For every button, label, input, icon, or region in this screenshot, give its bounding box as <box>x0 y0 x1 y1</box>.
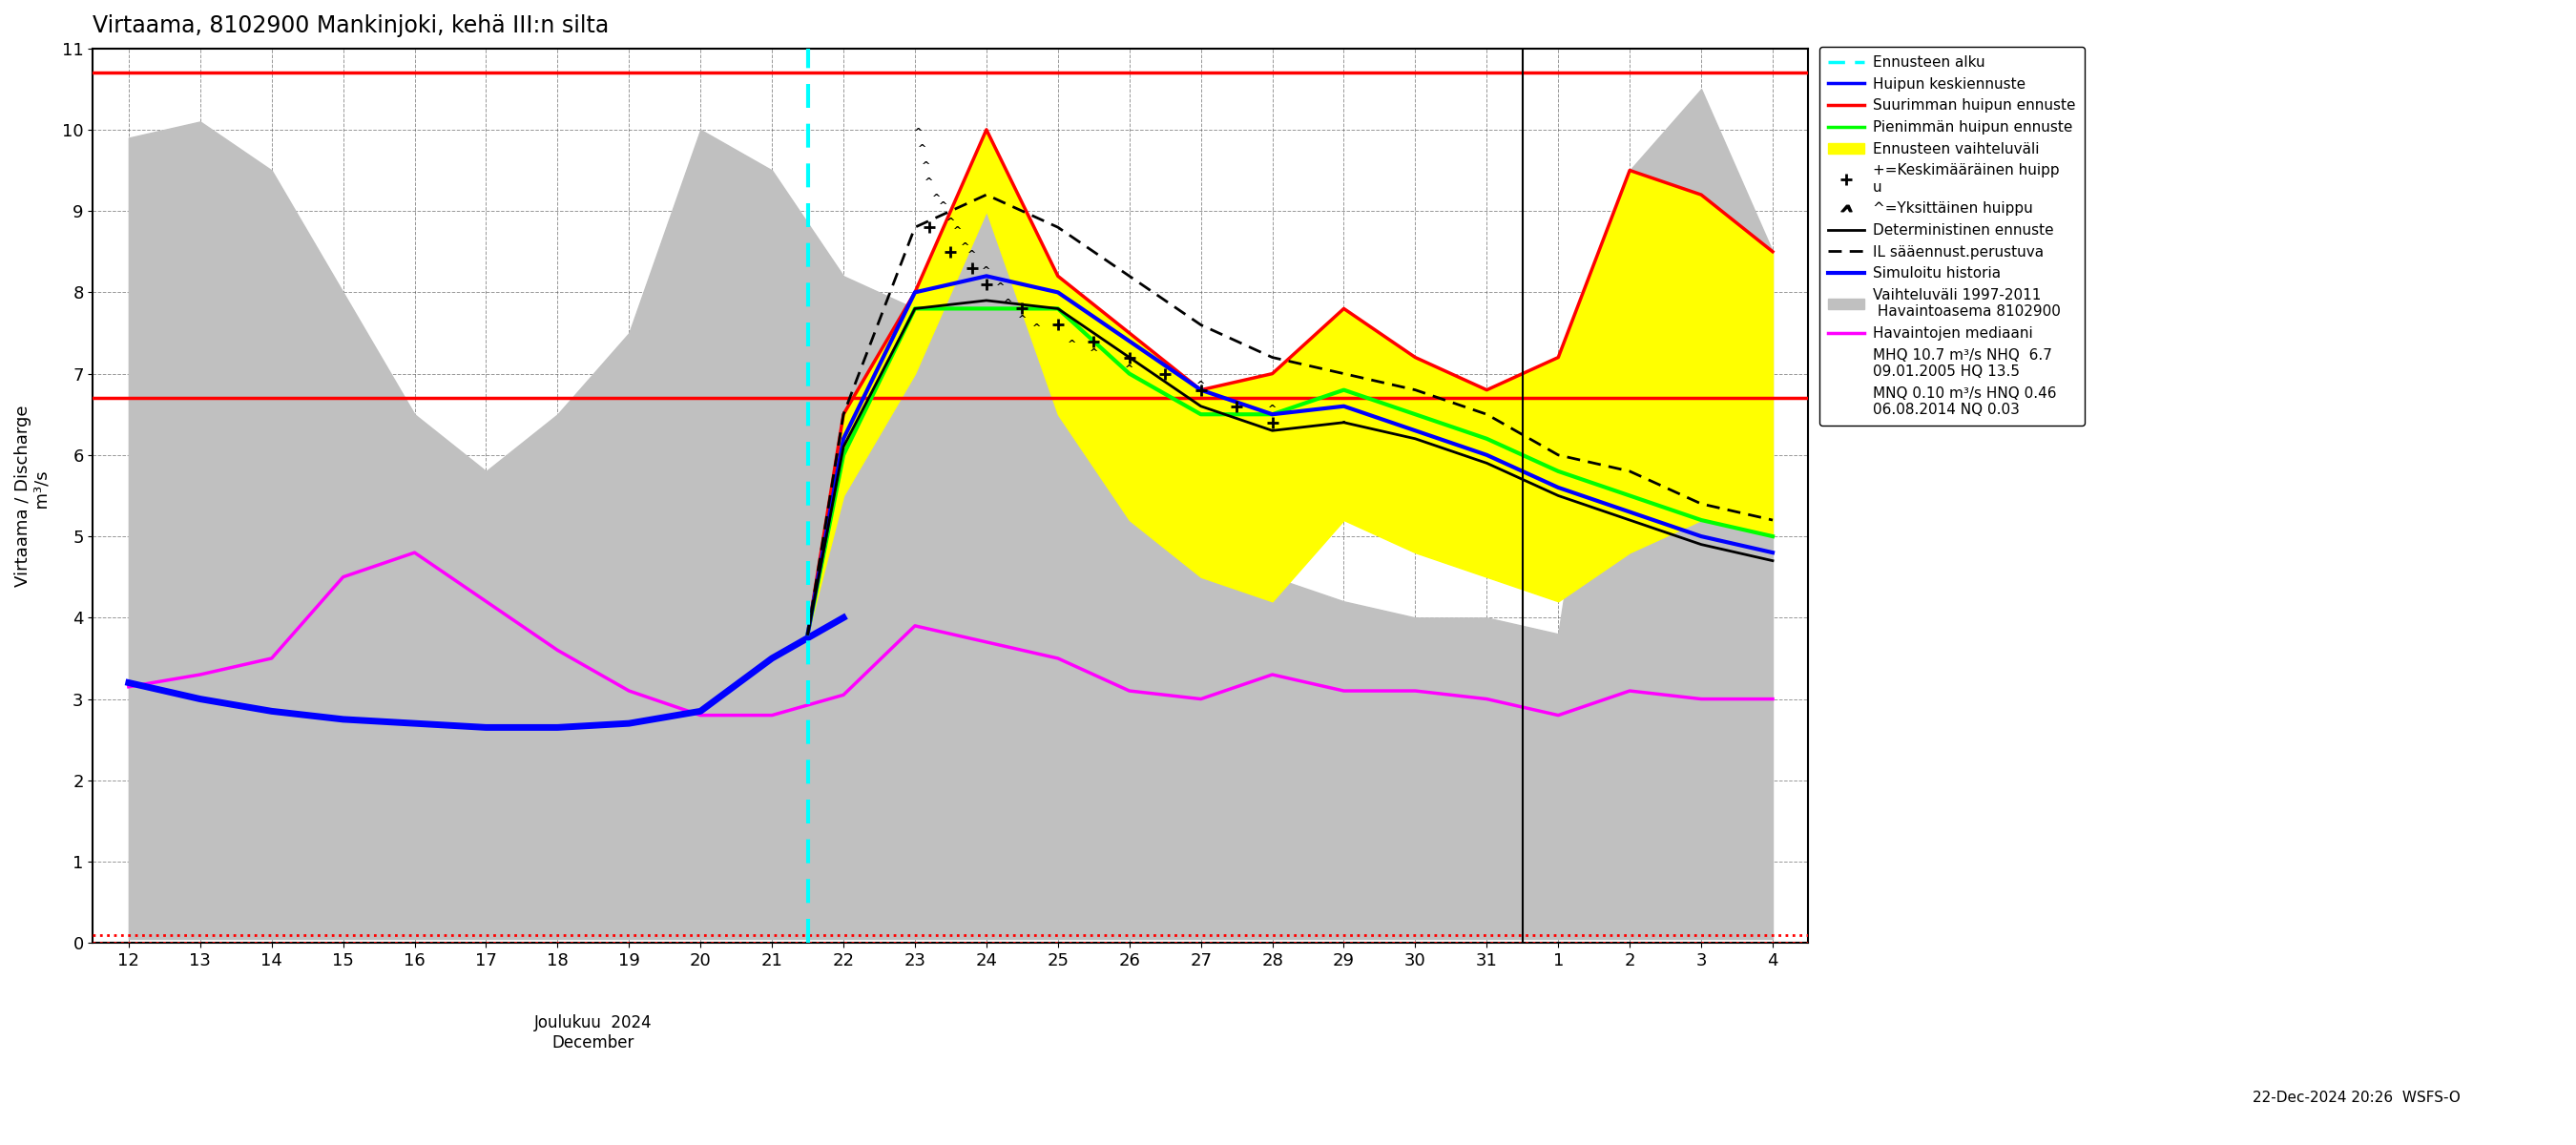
Text: ^: ^ <box>953 226 963 236</box>
Text: ^: ^ <box>945 218 956 227</box>
Text: ^: ^ <box>1195 380 1206 390</box>
Text: ^: ^ <box>1090 348 1097 357</box>
Text: ^: ^ <box>925 177 933 187</box>
Text: ^: ^ <box>1066 340 1077 349</box>
Text: ^: ^ <box>1340 421 1347 431</box>
Text: ^: ^ <box>1033 323 1041 333</box>
Text: ^: ^ <box>961 242 969 252</box>
Text: ^: ^ <box>969 251 976 260</box>
Text: Joulukuu  2024
December: Joulukuu 2024 December <box>533 1014 652 1051</box>
Text: Virtaama, 8102900 Mankinjoki, kehä III:n silta: Virtaama, 8102900 Mankinjoki, kehä III:n… <box>93 14 611 37</box>
Text: ^: ^ <box>997 283 1005 292</box>
Text: ^: ^ <box>981 267 992 276</box>
Text: ^: ^ <box>1018 315 1028 325</box>
Text: 22-Dec-2024 20:26  WSFS-O: 22-Dec-2024 20:26 WSFS-O <box>2251 1090 2460 1105</box>
Text: ^: ^ <box>914 128 922 137</box>
Y-axis label: Virtaama / Discharge
  m³/s: Virtaama / Discharge m³/s <box>15 405 52 586</box>
Text: ^: ^ <box>940 202 948 211</box>
Text: ^: ^ <box>1054 323 1061 333</box>
Text: ^: ^ <box>1267 405 1278 414</box>
Text: ^: ^ <box>1005 299 1012 309</box>
Text: ^: ^ <box>1126 364 1133 373</box>
Legend: Ennusteen alku, Huipun keskiennuste, Suurimman huipun ennuste, Pienimmän huipun : Ennusteen alku, Huipun keskiennuste, Suu… <box>1819 47 2084 426</box>
Text: ^: ^ <box>922 160 930 171</box>
Text: ^: ^ <box>917 144 927 155</box>
Text: ^: ^ <box>933 194 940 203</box>
